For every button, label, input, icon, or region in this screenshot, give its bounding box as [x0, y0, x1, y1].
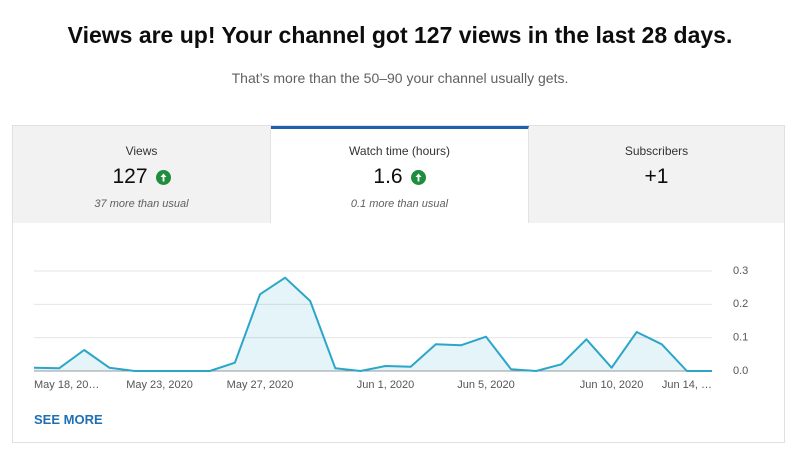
y-tick-label: 0.3	[733, 265, 748, 277]
x-tick-label: May 23, 2020	[126, 379, 193, 391]
x-tick-label: Jun 14, …	[662, 379, 712, 391]
tab-label: Watch time (hours)	[349, 144, 450, 158]
area	[34, 277, 712, 371]
headline: Views are up! Your channel got 127 views…	[67, 22, 733, 48]
y-tick-label: 0.0	[733, 365, 748, 377]
tab-value-row: 1.6	[271, 165, 528, 189]
up-icon	[155, 169, 171, 185]
up-icon	[410, 169, 426, 185]
tab-note: 0.1 more than usual	[350, 198, 449, 210]
tab-value: 1.6	[373, 165, 403, 188]
see-more-link[interactable]: SEE MORE	[34, 412, 103, 427]
line	[33, 276, 712, 372]
tab-label: Views	[125, 144, 158, 158]
x-tick-label: May 18, 20…	[34, 379, 99, 391]
analytics-card: Views 127 37 more than usual Watch time …	[12, 125, 785, 443]
x-tick-label: Jun 10, 2020	[580, 379, 644, 391]
views-tab[interactable]: Views 127 37 more than usual	[13, 126, 271, 223]
y-tick-label: 0.2	[733, 298, 748, 310]
tab-value-row: 127	[13, 165, 270, 189]
x-tick-label: Jun 1, 2020	[357, 379, 415, 391]
tab-label: Subscribers	[624, 144, 689, 158]
tab-note: 37 more than usual	[94, 198, 189, 210]
subheadline: That’s more than the 50–90 your channel …	[231, 70, 569, 86]
x-tick-label: Jun 5, 2020	[457, 379, 515, 391]
watch-time-tab[interactable]: Watch time (hours) 1.6 0.1 more than usu…	[271, 126, 529, 223]
tab-value: +1	[644, 165, 669, 188]
tab-value: 127	[112, 165, 148, 188]
subscribers-tab[interactable]: Subscribers +1	[529, 126, 784, 223]
x-tick-label: May 27, 2020	[227, 379, 294, 391]
tab-value-row: +1	[529, 165, 784, 189]
y-tick-label: 0.1	[733, 332, 748, 344]
